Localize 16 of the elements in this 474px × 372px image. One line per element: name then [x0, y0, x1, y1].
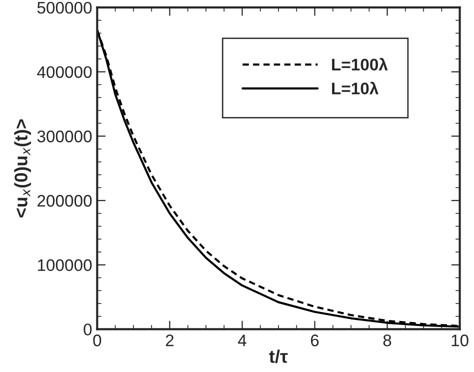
y-axis-title: <u$_{x}$(0)u$_{x}$(t)>	[14, 119, 32, 218]
x-tick-label: 4	[238, 334, 246, 346]
x-tick-label: 10	[452, 334, 468, 346]
x-tick-label: 8	[383, 334, 392, 346]
x-tick-label: 6	[310, 334, 319, 346]
y-tick-label: 0	[84, 324, 92, 336]
x-tick-label: 0	[93, 334, 102, 346]
legend-label: L=100λ	[332, 58, 388, 71]
y-tick-label: 500000	[37, 2, 92, 14]
y-tick-label: 400000	[37, 66, 92, 78]
y-tick-label: 300000	[37, 130, 92, 142]
x-tick-label: 2	[166, 334, 174, 346]
y-tick-label: 200000	[38, 194, 92, 207]
legend-label: L=10λ	[332, 82, 378, 94]
x-axis-title: t/τ	[269, 350, 288, 364]
y-tick-label: 100000	[38, 259, 92, 272]
